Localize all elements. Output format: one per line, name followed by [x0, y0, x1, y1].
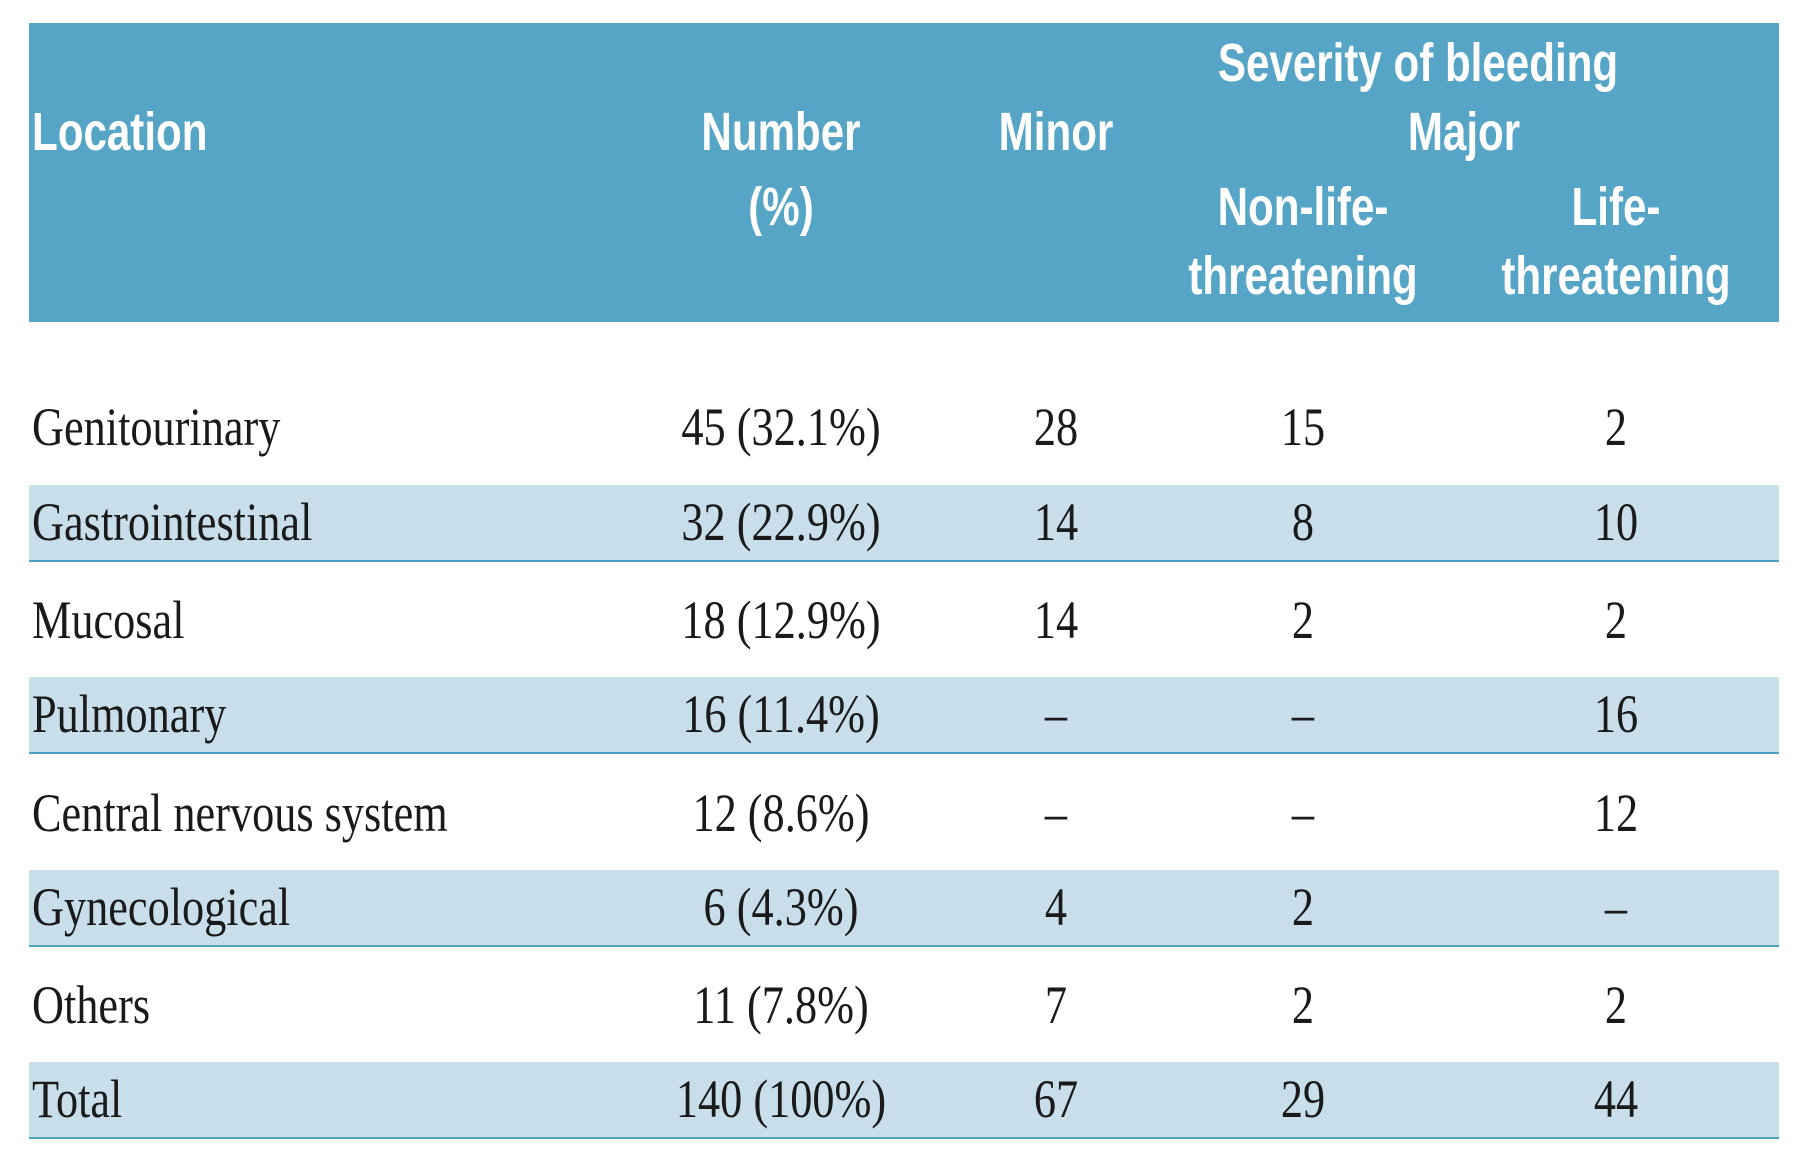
table-cell: Mucosal [32, 590, 185, 650]
table-cell: 140 (100%) [675, 1069, 887, 1129]
table-cell: Genitourinary [32, 397, 281, 457]
table-cell: 28 [1033, 397, 1079, 457]
table-cell: 8 [1291, 492, 1315, 552]
header-cell: Life- [1571, 177, 1661, 237]
header-cell: Major [1407, 102, 1521, 162]
table-cell: 18 (12.9%) [681, 590, 881, 650]
table-cell: – [1291, 783, 1315, 843]
table-cell: 12 [1593, 783, 1639, 843]
table-cell: Others [32, 975, 151, 1035]
table-cell: – [1604, 877, 1628, 937]
table-cell: Total [32, 1069, 123, 1129]
table-cell: 2 [1604, 397, 1628, 457]
table-cell: 44 [1593, 1069, 1639, 1129]
table-cell: 12 (8.6%) [692, 783, 870, 843]
table-cell: 2 [1291, 877, 1315, 937]
table-cell: Gynecological [32, 877, 291, 937]
table-cell: 4 [1044, 877, 1068, 937]
table-cell: – [1044, 783, 1068, 843]
row-band [29, 485, 1779, 562]
table-cell: Central nervous system [32, 783, 448, 843]
table-cell: – [1291, 684, 1315, 744]
table-cell: 32 (22.9%) [681, 492, 881, 552]
table-cell: 16 [1593, 684, 1639, 744]
table-cell: 16 (11.4%) [682, 684, 880, 744]
table-cell: – [1044, 684, 1068, 744]
table-cell: 2 [1291, 975, 1315, 1035]
header-cell: Location [32, 102, 208, 162]
header-cell: Minor [998, 102, 1114, 162]
table-cell: 2 [1291, 590, 1315, 650]
row-band [29, 1062, 1779, 1139]
header-cell: Severity of bleeding [1217, 33, 1619, 93]
header-cell: threatening [1501, 246, 1731, 306]
table-cell: Gastrointestinal [32, 492, 313, 552]
table-cell: 14 [1033, 590, 1079, 650]
table-cell: 45 (32.1%) [681, 397, 881, 457]
header-cell: threatening [1188, 246, 1418, 306]
header-cell: (%) [748, 177, 814, 237]
table-cell: 2 [1604, 975, 1628, 1035]
row-band [29, 677, 1779, 754]
header-cell: Non-life- [1217, 177, 1389, 237]
table-cell: Pulmonary [32, 684, 227, 744]
table-cell: 14 [1033, 492, 1079, 552]
header-cell: Number [701, 102, 861, 162]
row-band [29, 870, 1779, 947]
table-cell: 29 [1280, 1069, 1326, 1129]
table-cell: 2 [1604, 590, 1628, 650]
table-cell: 11 (7.8%) [693, 975, 869, 1035]
table-header [29, 23, 1779, 322]
table-cell: 67 [1033, 1069, 1079, 1129]
table-cell: 10 [1593, 492, 1639, 552]
table-cell: 15 [1280, 397, 1326, 457]
table-cell: 6 (4.3%) [703, 877, 859, 937]
table-cell: 7 [1044, 975, 1068, 1035]
